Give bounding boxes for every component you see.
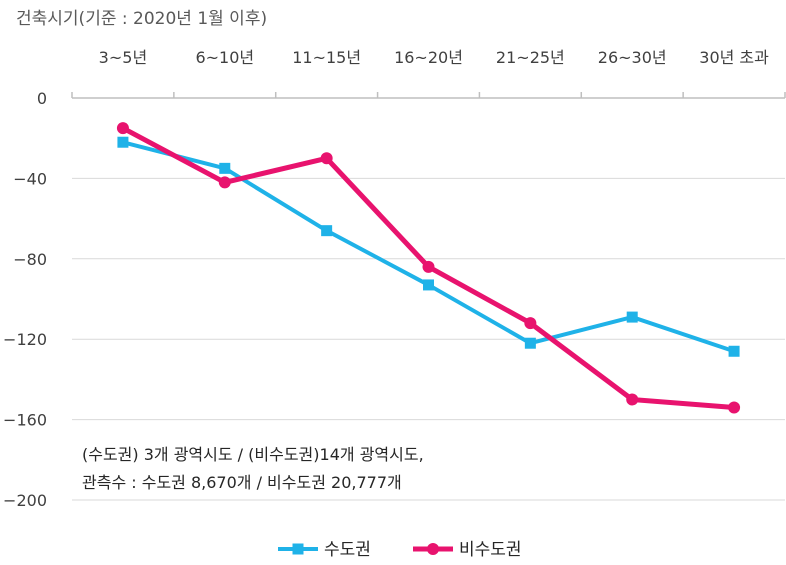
y-tick-label: −120 [3,330,47,349]
axis-title: 건축시기(기준 : 2020년 1월 이후) [16,9,267,29]
note-line-2: 관측수 : 수도권 8,670개 / 비수도권 20,777개 [82,473,402,492]
legend-marker [427,543,439,555]
category-label: 16~20년 [394,48,463,67]
y-tick-label: −80 [13,250,47,269]
y-axis-ticks: 0 −40 −80 −120 −160 −200 [3,89,47,510]
category-label: 3~5년 [99,48,148,67]
data-point [320,152,333,165]
data-point [219,162,231,174]
legend-item: 수도권 [278,540,371,560]
category-label: 21~25년 [496,48,565,67]
data-point [116,122,129,135]
data-point [218,176,231,189]
series-1 [117,136,740,357]
gridlines [72,97,785,501]
data-point [117,136,129,148]
data-point [626,311,638,323]
x-axis-categories: 3~5년 6~10년 11~15년 16~20년 21~25년 26~30년 30년 초과 [71,48,786,98]
y-tick-label: −40 [13,169,47,188]
data-point [728,401,741,414]
series-2 [116,122,741,414]
data-point [422,260,435,273]
data-point [423,279,434,291]
legend: 수도권 비수도권 [278,540,522,560]
series-lines [116,122,741,414]
data-point [626,393,639,406]
legend-item: 비수도권 [413,540,522,560]
category-label: 6~10년 [195,48,254,67]
data-point [524,337,536,349]
category-label: 26~30년 [598,48,667,67]
legend-label: 수도권 [324,540,371,560]
data-point [321,225,333,237]
y-tick-label: −160 [3,411,47,430]
y-tick-label: 0 [37,89,47,108]
data-point [524,317,537,330]
series-line [122,140,735,354]
legend-marker [292,543,304,555]
data-point [728,345,740,357]
note-line-1: (수도권) 3개 광역시도 / (비수도권)14개 광역시도, [82,445,424,464]
category-label: 11~15년 [292,48,361,67]
y-tick-label: −200 [3,491,47,510]
legend-label: 비수도권 [459,540,522,560]
category-label: 30년 초과 [699,48,769,67]
